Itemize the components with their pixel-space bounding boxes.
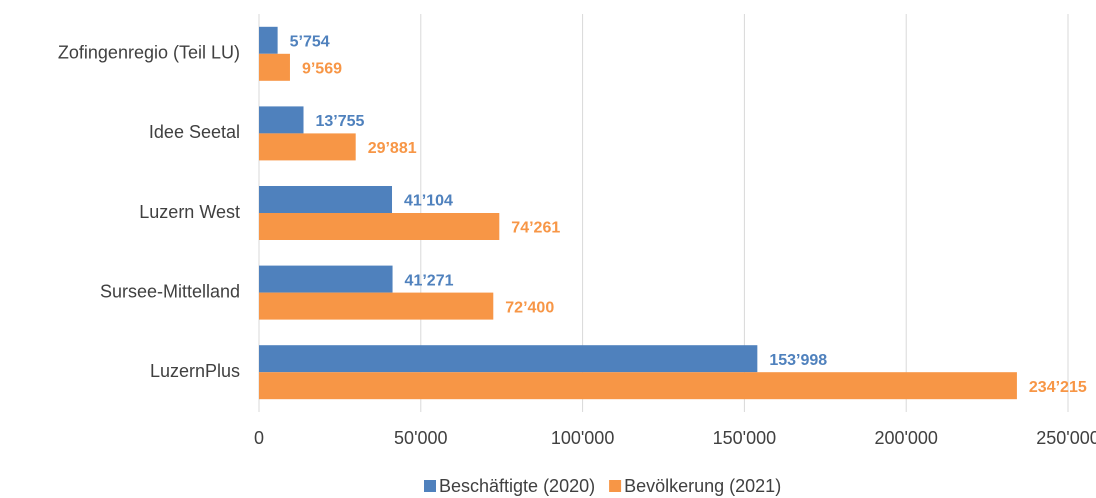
legend-label: Beschäftigte (2020) — [439, 476, 595, 496]
data-label: 153’998 — [769, 352, 827, 369]
data-label: 13’755 — [316, 113, 365, 130]
bar — [259, 186, 393, 213]
bar — [259, 265, 393, 293]
x-tick-label: 150'000 — [713, 428, 777, 448]
bar — [259, 26, 278, 54]
data-label: 29’881 — [368, 140, 417, 157]
bar — [259, 345, 758, 373]
legend-label: Bevölkerung (2021) — [624, 476, 781, 496]
y-tick-label: Sursee-Mittelland — [100, 281, 240, 301]
bar — [259, 292, 494, 320]
y-tick-label: Idee Seetal — [149, 122, 240, 142]
y-tick-label: Zofingenregio (Teil LU) — [58, 43, 240, 63]
legend-swatch — [424, 480, 436, 492]
bar — [259, 53, 290, 81]
data-label: 72’400 — [505, 299, 554, 316]
x-tick-label: 200'000 — [874, 428, 938, 448]
x-tick-label: 250'000 — [1036, 428, 1096, 448]
data-label: 74’261 — [511, 220, 560, 237]
data-label: 41’104 — [404, 193, 453, 210]
legend-swatch — [609, 480, 622, 492]
bar — [259, 372, 1017, 400]
data-label: 9’569 — [302, 61, 342, 78]
bar — [259, 213, 500, 240]
bar — [259, 133, 356, 161]
x-tick-label: 50'000 — [394, 428, 448, 448]
data-label: 41’271 — [405, 272, 454, 289]
y-tick-label: LuzernPlus — [150, 361, 240, 381]
data-label: 5’754 — [290, 34, 330, 51]
data-label: 234’215 — [1029, 379, 1087, 396]
bar — [259, 106, 304, 134]
x-tick-label: 0 — [254, 428, 264, 448]
x-tick-label: 100'000 — [551, 428, 615, 448]
y-tick-label: Luzern West — [139, 202, 240, 222]
